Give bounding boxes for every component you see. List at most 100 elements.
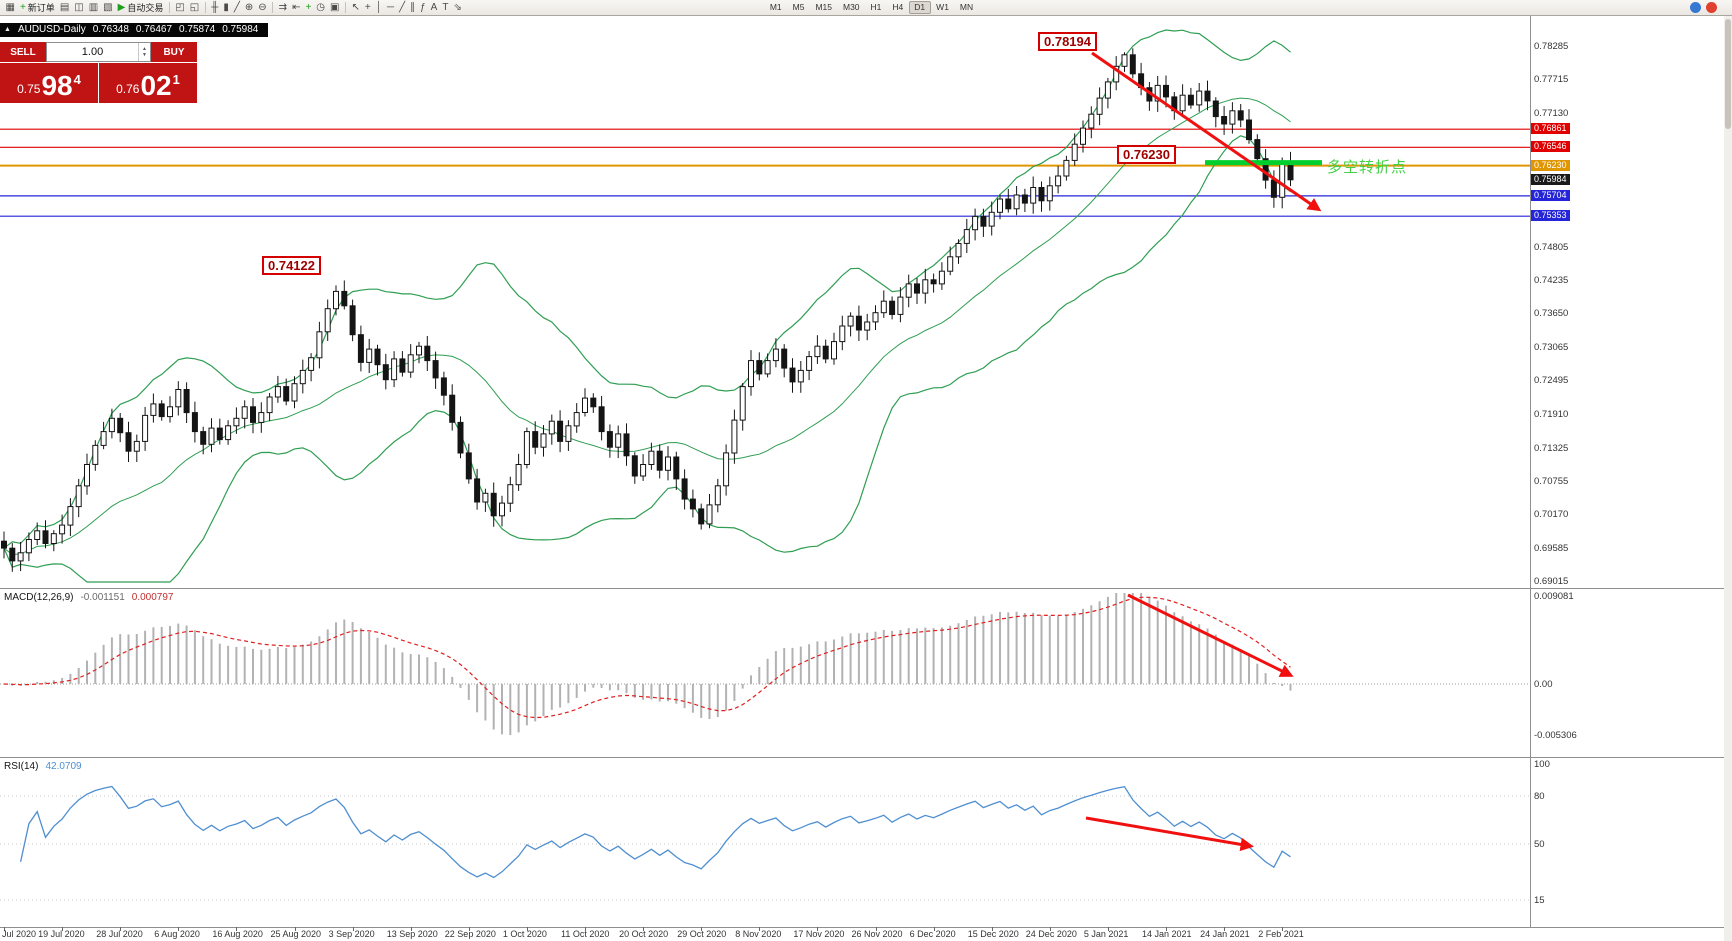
- label-tool-button[interactable]: T: [440, 1, 451, 15]
- time-axis-label[interactable]: 6 Dec 2020: [909, 929, 956, 939]
- tile-windows-button[interactable]: ◱: [187, 1, 201, 15]
- macd-panel-divider[interactable]: [0, 588, 1732, 589]
- market-watch-button[interactable]: ◫: [72, 1, 86, 15]
- time-axis-label[interactable]: 20 Oct 2020: [619, 929, 669, 939]
- time-axis-label[interactable]: 6 Aug 2020: [154, 929, 200, 939]
- time-axis-label[interactable]: Jul 2020: [2, 929, 37, 939]
- chart-shift-button[interactable]: ⇤: [290, 1, 303, 15]
- crosshair-button[interactable]: +: [362, 1, 373, 15]
- price-level-label-0.75984: 0.75984: [1531, 173, 1570, 185]
- text-tool-icon: A: [430, 2, 438, 13]
- line-chart-mode-button[interactable]: ╱: [231, 1, 242, 15]
- timeframe-h4-button[interactable]: H4: [887, 1, 909, 14]
- time-axis-label[interactable]: 1 Oct 2020: [502, 929, 547, 939]
- cascade-windows-button[interactable]: ◰: [173, 1, 187, 15]
- price-annotation-support[interactable]: 0.76230: [1117, 145, 1176, 164]
- price-chart-canvas[interactable]: [0, 16, 1530, 588]
- vertical-scrollbar[interactable]: [1724, 16, 1732, 941]
- fibonacci-tool-button[interactable]: ƒ: [418, 1, 429, 15]
- macd-indicator-label: MACD(12,26,9) -0.001151 0.000797: [4, 592, 173, 603]
- time-axis-label[interactable]: 24 Jan 2021: [1200, 929, 1250, 939]
- time-axis-label[interactable]: 22 Sep 2020: [444, 929, 496, 939]
- price-annotation-september-high[interactable]: 0.74122: [262, 256, 321, 275]
- text-tool-button[interactable]: A: [428, 1, 440, 15]
- time-axis-label[interactable]: 24 Dec 2020: [1025, 929, 1077, 939]
- macd-axis-label: 0.00: [1534, 679, 1553, 690]
- time-axis-tick: [1107, 927, 1109, 931]
- new-order-button[interactable]: + 新订单: [17, 1, 57, 15]
- cursor-button[interactable]: ↖: [349, 1, 362, 15]
- candle-chart-mode-button[interactable]: ▮: [221, 1, 232, 15]
- trendline-tool-button[interactable]: ╱: [397, 1, 408, 15]
- toolbar-separator: [168, 2, 170, 13]
- time-axis-label[interactable]: 2 Feb 2021: [1258, 929, 1304, 939]
- timeframe-m1-button[interactable]: M1: [764, 1, 787, 14]
- time-axis-label[interactable]: 29 Oct 2020: [677, 929, 727, 939]
- zoom-out-button[interactable]: ⊖: [256, 1, 269, 15]
- channel-tool-button[interactable]: ∥: [408, 1, 418, 15]
- volume-up-icon[interactable]: ▲: [142, 46, 147, 52]
- sell-button[interactable]: SELL: [0, 42, 46, 62]
- time-axis-label[interactable]: 28 Jul 2020: [96, 929, 143, 939]
- volume-spinner[interactable]: ▲ ▼: [138, 43, 150, 61]
- time-axis-label[interactable]: 26 Nov 2020: [851, 929, 903, 939]
- chart-list-button[interactable]: ▤: [57, 1, 71, 15]
- scrollbar-thumb[interactable]: [1725, 19, 1731, 129]
- indicators-button[interactable]: +: [303, 1, 314, 15]
- one-click-expander-icon[interactable]: ▲: [4, 26, 11, 33]
- timeframe-mn-button[interactable]: MN: [954, 1, 978, 14]
- zoom-in-button[interactable]: ⊕: [242, 1, 255, 15]
- time-axis-label[interactable]: 11 Oct 2020: [561, 929, 610, 939]
- timeframe-w1-button[interactable]: W1: [931, 1, 955, 14]
- rsi-indicator-canvas[interactable]: [0, 758, 1530, 926]
- turning-point-label[interactable]: 多空转折点: [1327, 159, 1408, 176]
- timeframe-m5-button[interactable]: M5: [787, 1, 810, 14]
- time-axis-label[interactable]: 13 Sep 2020: [386, 929, 438, 939]
- time-axis-label[interactable]: 25 Aug 2020: [270, 929, 322, 939]
- sell-price-button[interactable]: 0.75 98 4: [0, 63, 98, 103]
- volume-down-icon[interactable]: ▼: [142, 52, 147, 58]
- price-axis-label: 0.78285: [1534, 41, 1569, 52]
- macd-main-value: -0.001151: [80, 592, 125, 603]
- time-axis-tick: [1166, 927, 1167, 931]
- community-icon[interactable]: [1690, 2, 1701, 13]
- time-axis-tick: [468, 927, 470, 931]
- buy-price-button[interactable]: 0.76 02 1: [99, 63, 197, 103]
- macd-indicator-canvas[interactable]: [0, 589, 1530, 757]
- ohlc-low: 0.75874: [179, 24, 216, 35]
- periods-menu-button[interactable]: ◷: [314, 1, 328, 15]
- ohlc-high: 0.76467: [135, 24, 173, 35]
- timeframe-d1-button[interactable]: D1: [908, 1, 931, 14]
- charts-grid-icon: ▦: [5, 2, 15, 13]
- time-axis-label[interactable]: 3 Sep 2020: [328, 929, 375, 939]
- templates-button[interactable]: ▣: [328, 1, 342, 15]
- horizontal-line-tool-button[interactable]: ─: [384, 1, 396, 15]
- navigator-button[interactable]: ▧: [101, 1, 115, 15]
- time-axis-label[interactable]: 5 Jan 2021: [1083, 929, 1129, 939]
- rsi-panel-divider[interactable]: [0, 757, 1732, 758]
- vertical-line-tool-button[interactable]: │: [373, 1, 384, 15]
- time-axis-label[interactable]: 8 Nov 2020: [735, 929, 782, 939]
- rsi-axis-label: 80: [1534, 791, 1545, 802]
- data-window-button[interactable]: ▥: [86, 1, 100, 15]
- news-icon[interactable]: [1706, 2, 1717, 13]
- timeframe-h1-button[interactable]: H1: [865, 1, 887, 14]
- time-axis-label[interactable]: 17 Nov 2020: [793, 929, 845, 939]
- bar-chart-mode-button[interactable]: ╫: [209, 1, 221, 15]
- auto-scroll-button[interactable]: ⇉: [276, 1, 289, 15]
- volume-field[interactable]: 1.00 ▲ ▼: [46, 42, 151, 62]
- time-axis-label[interactable]: 15 Dec 2020: [967, 929, 1019, 939]
- time-axis-label[interactable]: 16 Aug 2020: [212, 929, 263, 939]
- price-annotation-peak[interactable]: 0.78194: [1038, 32, 1097, 51]
- arrows-tool-button[interactable]: ⇘: [451, 1, 464, 15]
- timeframe-m15-button[interactable]: M15: [810, 1, 838, 14]
- price-level-label-0.76861: 0.76861: [1531, 123, 1570, 135]
- timeframe-m30-button[interactable]: M30: [838, 1, 866, 14]
- time-axis-label[interactable]: 19 Jul 2020: [38, 929, 85, 939]
- autotrading-button[interactable]: ▶ 自动交易: [115, 1, 166, 15]
- buy-button[interactable]: BUY: [151, 42, 197, 62]
- charts-grid-button[interactable]: ▦: [3, 1, 17, 15]
- time-axis-label[interactable]: 14 Jan 2021: [1142, 929, 1192, 939]
- price-axis-label: 0.73065: [1534, 342, 1569, 354]
- ohlc-close: 0.75984: [222, 24, 259, 35]
